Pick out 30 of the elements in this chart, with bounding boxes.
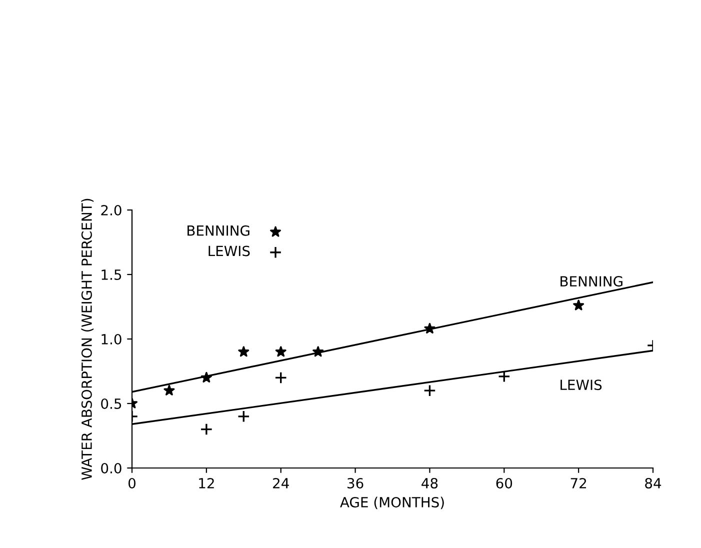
legend-label: BENNING: [188, 225, 250, 236]
point: [312, 346, 324, 357]
x-tick-label: 24: [273, 478, 289, 488]
x-tick-label: 0: [128, 478, 136, 488]
point: [275, 346, 286, 357]
point: [573, 300, 584, 310]
series-label: LEWIS: [560, 380, 602, 390]
x-axis-title: AGE (MONTHS): [340, 496, 444, 510]
point: [200, 372, 212, 383]
y-axis-title: WATER ABSORPTION (WEIGHT PERCENT): [81, 198, 94, 480]
x-tick-label: 60: [496, 478, 512, 488]
series-label: BENNING: [560, 276, 622, 287]
legend-label: LEWIS: [208, 246, 250, 256]
y-tick-label: 0.0: [101, 462, 122, 474]
point: [238, 346, 250, 357]
point: [424, 384, 436, 397]
x-tick-label: 48: [422, 478, 438, 488]
y-tick-label: 1.0: [102, 334, 122, 344]
y-tick-label: 0.5: [101, 398, 122, 409]
point: [274, 371, 288, 384]
point: [164, 384, 175, 396]
point: [424, 322, 436, 334]
y-tick-label: 2.0: [101, 204, 122, 216]
point: [237, 410, 250, 423]
x-tick-label: 36: [348, 478, 364, 488]
x-tick-label: 12: [199, 478, 214, 488]
x-tick-label: 72: [570, 478, 586, 488]
point: [200, 423, 213, 436]
x-tick-label: 84: [645, 478, 662, 488]
y-tick-label: 1.5: [102, 270, 122, 280]
